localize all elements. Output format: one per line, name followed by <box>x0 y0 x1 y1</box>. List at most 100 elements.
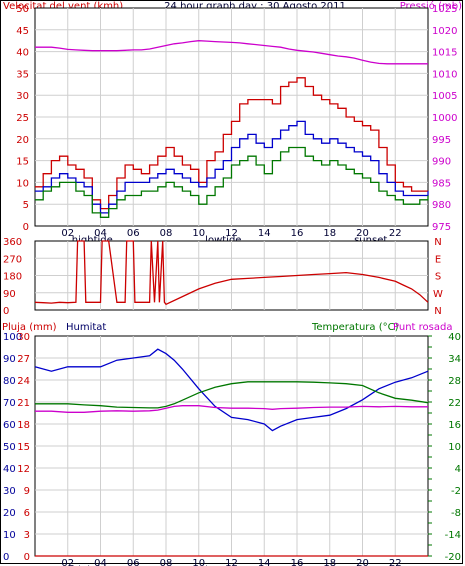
dewpoint-label: Punt rosada <box>393 322 452 333</box>
weather-xtick-12: 12 <box>225 558 238 566</box>
wind-ytick-30: 30 <box>16 91 29 102</box>
weather-xtick-08: 08 <box>160 558 173 566</box>
direction-ytick-270: 270 <box>3 254 22 265</box>
humidity-ytick-90: 90 <box>3 354 16 365</box>
humidity-ytick-50: 50 <box>3 442 16 453</box>
humidity-ytick-60: 60 <box>3 420 16 431</box>
direction-compass-1: E <box>435 254 441 265</box>
weather-xtick-14: 14 <box>258 558 271 566</box>
pressure-ytick-1005: 1005 <box>432 91 457 102</box>
temp-ytick--2: -2 <box>451 486 461 497</box>
rain-ytick-15: 15 <box>17 442 30 453</box>
wind-ytick-0: 0 <box>23 222 29 233</box>
direction-ytick-0: 0 <box>3 306 9 317</box>
wind-ytick-20: 20 <box>16 135 29 146</box>
wind-xtick-14: 14 <box>258 228 271 239</box>
humidity-ytick-80: 80 <box>3 376 16 387</box>
wind-xtick-16: 16 <box>291 228 304 239</box>
rain-ytick-9: 9 <box>24 486 30 497</box>
pressure-ytick-995: 995 <box>432 135 451 146</box>
wind-series-2 <box>35 146 429 218</box>
wind-series-3 <box>35 40 428 65</box>
temp-ytick-22: 22 <box>448 398 461 409</box>
temp-ytick-34: 34 <box>448 354 461 365</box>
direction-ytick-360: 360 <box>3 237 22 248</box>
temp-ytick-40: 40 <box>448 332 461 343</box>
direction-ytick-180: 180 <box>3 272 22 283</box>
pressure-ytick-1020: 1020 <box>432 26 457 37</box>
direction-compass-2: S <box>435 272 441 283</box>
humidity-ytick-40: 40 <box>3 464 16 475</box>
rain-ytick-21: 21 <box>17 398 30 409</box>
direction-compass-0: N <box>434 237 441 248</box>
rain-ytick-12: 12 <box>17 464 30 475</box>
temp-ytick-16: 16 <box>448 420 461 431</box>
wind-xtick-12: 12 <box>225 228 238 239</box>
temp-ytick--20: -20 <box>445 552 461 563</box>
direction-compass-3: W <box>433 289 443 300</box>
header-wind-title: Velocitat del vent (kmh) <box>3 1 123 12</box>
weather-series-1 <box>35 381 429 409</box>
weather-xtick-02: 02 <box>61 558 74 566</box>
temp-ytick--14: -14 <box>445 530 461 541</box>
wind-xtick-22: 22 <box>389 228 402 239</box>
humidity-ytick-100: 100 <box>3 332 22 343</box>
weather-xtick-10: 10 <box>192 558 205 566</box>
humidity-ytick-20: 20 <box>3 508 16 519</box>
temp-ytick-28: 28 <box>448 376 461 387</box>
weather-series-0 <box>34 348 429 432</box>
weather-xtick-04: 04 <box>94 558 107 566</box>
humidity-ytick-10: 10 <box>3 530 16 541</box>
wind-ytick-15: 15 <box>16 157 29 168</box>
direction-ytick-90: 90 <box>3 289 16 300</box>
wind-xtick-02: 02 <box>61 228 74 239</box>
temp-ytick-4: 4 <box>455 464 461 475</box>
wind-xtick-18: 18 <box>323 228 336 239</box>
wind-xtick-04: 04 <box>94 228 107 239</box>
rain-ytick-3: 3 <box>24 530 30 541</box>
pressure-ytick-1025: 1025 <box>432 4 457 15</box>
humidity-ytick-30: 30 <box>3 486 16 497</box>
weather-series-2 <box>35 405 428 413</box>
wind-series-0 <box>35 77 428 210</box>
rain-ytick-0: 0 <box>24 552 30 563</box>
header-date-title: 24 hour graph day : 30 Agosto 2011 <box>164 1 346 12</box>
weather-xtick-18: 18 <box>323 558 336 566</box>
wind-xtick-06: 06 <box>127 228 140 239</box>
wind-ytick-10: 10 <box>16 178 29 189</box>
weather-xtick-20: 20 <box>356 558 369 566</box>
wind-xtick-08: 08 <box>160 228 173 239</box>
wind-ytick-25: 25 <box>16 113 29 124</box>
wind-series-1 <box>35 120 429 214</box>
wind-ytick-40: 40 <box>16 48 29 59</box>
direction-compass-4: N <box>434 306 441 317</box>
rain-ytick-24: 24 <box>17 376 30 387</box>
wind-ytick-50: 50 <box>16 4 29 15</box>
temp-ytick--8: -8 <box>451 508 461 519</box>
pressure-ytick-1010: 1010 <box>432 69 457 80</box>
humidity-ytick-0: 0 <box>3 552 9 563</box>
pressure-ytick-975: 975 <box>432 222 451 233</box>
wind-ytick-45: 45 <box>16 26 29 37</box>
rain-ytick-18: 18 <box>17 420 30 431</box>
rain-ytick-27: 27 <box>17 354 30 365</box>
pressure-ytick-990: 990 <box>432 157 451 168</box>
humidity-label: Humitat <box>66 322 106 333</box>
wind-ytick-5: 5 <box>23 200 29 211</box>
pressure-ytick-1000: 1000 <box>432 113 457 124</box>
pressure-ytick-985: 985 <box>432 178 451 189</box>
wind-xtick-10: 10 <box>192 228 205 239</box>
direction-series <box>34 240 429 306</box>
wind-xtick-20: 20 <box>356 228 369 239</box>
weather-xtick-22: 22 <box>389 558 402 566</box>
temperature-label: Temperatura (°C) <box>311 322 399 333</box>
temp-ytick-10: 10 <box>448 442 461 453</box>
pressure-ytick-980: 980 <box>432 200 451 211</box>
wind-ytick-35: 35 <box>16 69 29 80</box>
pressure-ytick-1015: 1015 <box>432 48 457 59</box>
humidity-ytick-70: 70 <box>3 398 16 409</box>
rain-label: Pluja (mm) <box>2 322 57 333</box>
rain-ytick-30: 30 <box>17 332 30 343</box>
